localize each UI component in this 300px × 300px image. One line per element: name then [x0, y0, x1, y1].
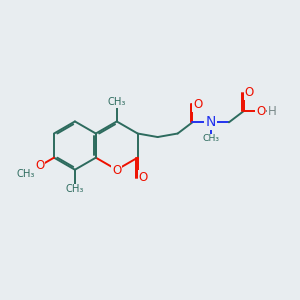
- Text: O: O: [112, 164, 122, 177]
- Text: CH₃: CH₃: [66, 184, 84, 194]
- Text: O: O: [194, 98, 202, 111]
- Text: O: O: [139, 171, 148, 184]
- Text: CH₃: CH₃: [17, 169, 35, 179]
- Text: CH₃: CH₃: [108, 97, 126, 107]
- Text: N: N: [206, 115, 216, 129]
- Text: O: O: [35, 159, 44, 172]
- Text: CH₃: CH₃: [202, 134, 219, 143]
- Text: H: H: [268, 105, 276, 118]
- Text: O: O: [244, 86, 254, 99]
- Text: O: O: [256, 105, 265, 118]
